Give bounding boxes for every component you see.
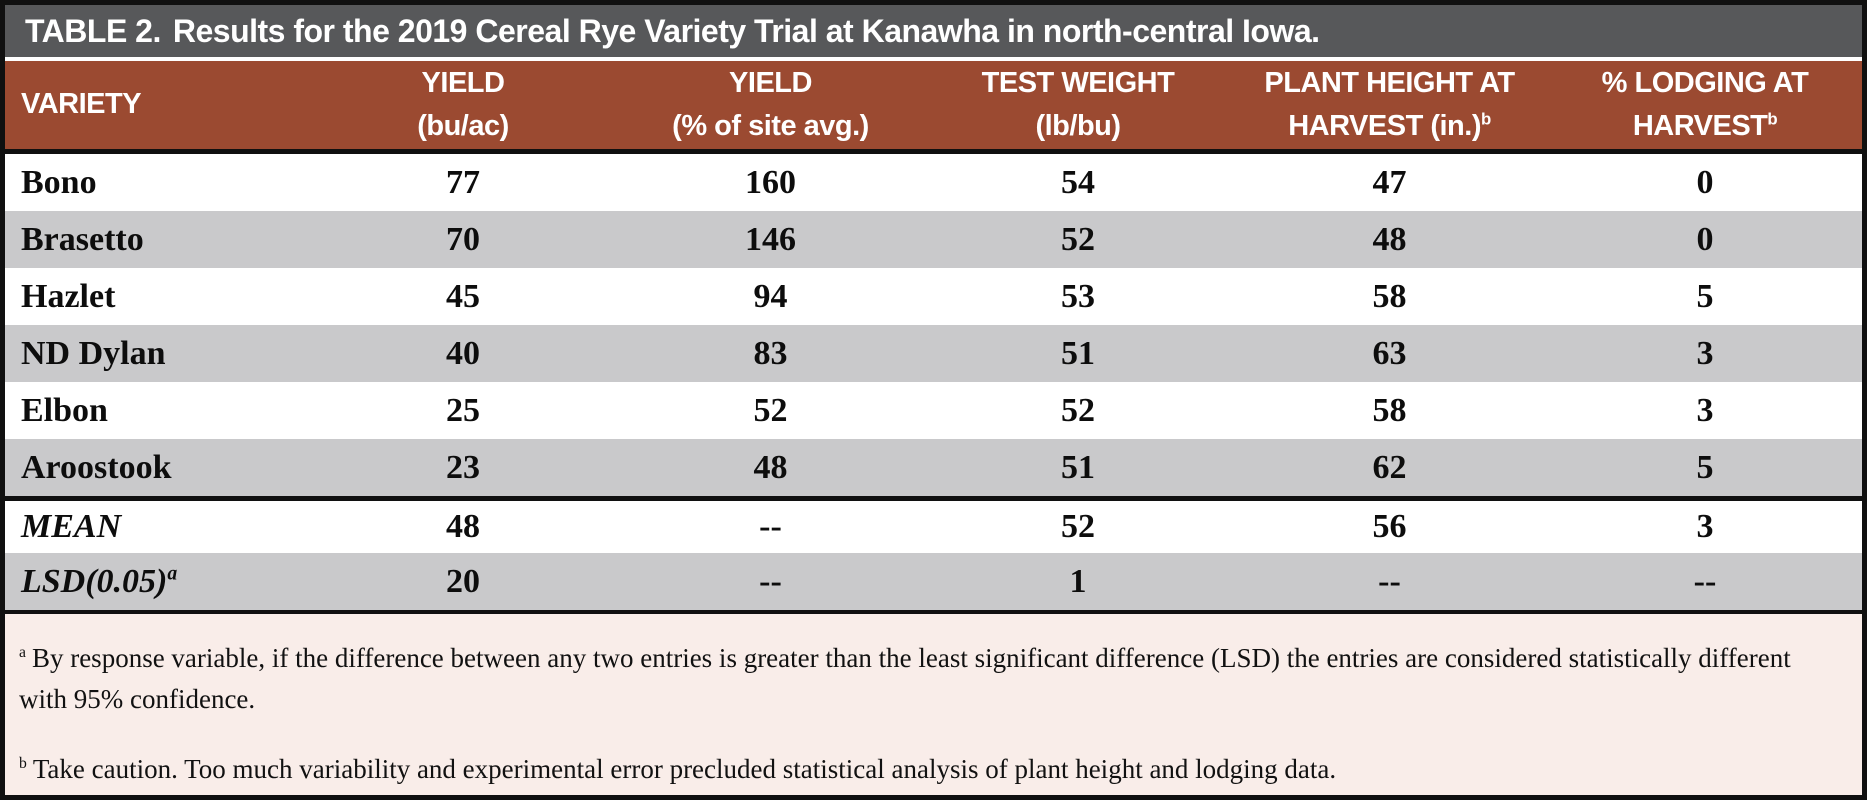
variety-cell: MEAN (21, 508, 122, 545)
table-row: Elbon 25 52 52 58 3 (5, 382, 1862, 439)
value-cell: 20 (446, 562, 480, 600)
value-cell: 25 (446, 391, 480, 429)
column-header-label: TEST WEIGHT (981, 66, 1175, 99)
value-cell: -- (759, 508, 782, 545)
value-cell: 54 (1061, 163, 1095, 201)
column-header-unit: (lb/bu) (1035, 110, 1121, 142)
body-footnote-divider (5, 610, 1862, 614)
value-cell: 5 (1696, 448, 1714, 486)
column-header-label: YIELD (421, 66, 505, 99)
value-cell: 5 (1696, 277, 1714, 315)
value-cell: 48 (753, 448, 788, 486)
value-cell: 146 (745, 220, 796, 258)
column-header-test-weight: TEST WEIGHT (lb/bu) (925, 61, 1231, 149)
value-cell: 0 (1696, 163, 1714, 201)
value-cell: 3 (1696, 334, 1714, 372)
table-header-row: VARIETY YIELD (bu/ac) YIELD (% of site a… (5, 61, 1862, 149)
table-row: ND Dylan 40 83 51 63 3 (5, 325, 1862, 382)
table-row: Hazlet 45 94 53 58 5 (5, 268, 1862, 325)
column-header-lodging: % LODGING AT HARVESTb (1548, 61, 1862, 149)
value-cell: 40 (446, 334, 480, 372)
value-cell: 47 (1372, 163, 1407, 201)
value-cell: 94 (753, 277, 788, 315)
footnote-text: By response variable, if the difference … (19, 643, 1791, 714)
title-header-gap (5, 57, 1862, 61)
value-cell: 56 (1372, 508, 1407, 545)
variety-cell: Hazlet (21, 277, 116, 315)
table-row: LSD(0.05)a 20 -- 1 -- -- (5, 553, 1862, 610)
table-body: Bono 77 160 54 47 0 Brasetto 70 146 52 48 0 Hazlet 45… (5, 154, 1862, 610)
footnote-marker: a (19, 644, 26, 661)
value-cell: 53 (1061, 277, 1095, 315)
variety-cell: Aroostook (21, 448, 172, 486)
value-cell: 23 (446, 448, 480, 486)
column-header-unit: (bu/ac) (417, 110, 509, 142)
value-cell: 52 (1061, 220, 1095, 258)
value-cell: 51 (1061, 334, 1095, 372)
footnote-text: Take caution. Too much variability and e… (32, 754, 1337, 784)
value-cell: 83 (753, 334, 788, 372)
column-header-unit: (% of site avg.) (672, 110, 869, 142)
value-cell: -- (759, 562, 782, 600)
footnote-marker-sup: a (167, 562, 178, 585)
column-header-label: % LODGING AT (1601, 66, 1809, 99)
variety-cell: ND Dylan (21, 334, 166, 372)
column-header-yield-buac: YIELD (bu/ac) (310, 61, 616, 149)
value-cell: -- (1693, 562, 1717, 600)
value-cell: 48 (446, 508, 480, 545)
value-cell: 51 (1061, 448, 1095, 486)
header-body-divider (5, 149, 1862, 154)
column-header-unit: HARVEST (in.)b (1288, 109, 1491, 142)
value-cell: 1 (1069, 562, 1087, 600)
table-row: Aroostook 23 48 51 62 5 (5, 439, 1862, 496)
variety-cell: Brasetto (21, 220, 144, 258)
table-number-label: TABLE 2. (25, 12, 161, 49)
value-cell: 52 (753, 391, 788, 429)
footnote-marker-sup: b (1480, 109, 1491, 129)
value-cell: -- (1378, 562, 1401, 600)
column-header-plant-height: PLANT HEIGHT AT HARVEST (in.)b (1231, 61, 1548, 149)
table-row: Brasetto 70 146 52 48 0 (5, 211, 1862, 268)
value-cell: 63 (1372, 334, 1407, 372)
value-cell: 52 (1061, 508, 1095, 545)
column-header-label: PLANT HEIGHT AT (1264, 66, 1515, 99)
value-cell: 58 (1372, 391, 1407, 429)
table-title-text: Results for the 2019 Cereal Rye Variety … (172, 12, 1320, 49)
table-title-bar: TABLE 2. Results for the 2019 Cereal Rye… (5, 5, 1862, 57)
footnote-a: a By response variable, if the difference… (19, 638, 1834, 719)
variety-cell: Bono (21, 163, 97, 201)
variety-cell: LSD(0.05)a (21, 562, 178, 600)
value-cell: 62 (1372, 448, 1407, 486)
footnote-marker: b (19, 755, 27, 772)
footnote-b: b Take caution. Too much variability and … (19, 749, 1834, 790)
column-header-variety: VARIETY (5, 61, 310, 149)
value-cell: 77 (446, 163, 480, 201)
table-row: Bono 77 160 54 47 0 (5, 154, 1862, 211)
variety-cell: Elbon (21, 391, 108, 429)
value-cell: 52 (1061, 391, 1095, 429)
column-header-label: YIELD (729, 66, 812, 99)
table-row: MEAN 48 -- 52 56 3 (5, 496, 1862, 553)
column-header-unit: HARVESTb (1632, 109, 1778, 142)
value-cell: 70 (446, 220, 480, 258)
value-cell: 48 (1372, 220, 1407, 258)
column-header-yield-pct: YIELD (% of site avg.) (616, 61, 925, 149)
value-cell: 58 (1372, 277, 1407, 315)
value-cell: 0 (1696, 220, 1714, 258)
footnote-marker-sup: b (1767, 109, 1778, 129)
value-cell: 3 (1696, 508, 1714, 545)
value-cell: 45 (446, 277, 480, 315)
column-header-label: VARIETY (21, 88, 142, 121)
value-cell: 3 (1696, 391, 1714, 429)
value-cell: 160 (745, 163, 796, 201)
footnotes-area: a By response variable, if the difference… (5, 614, 1862, 795)
